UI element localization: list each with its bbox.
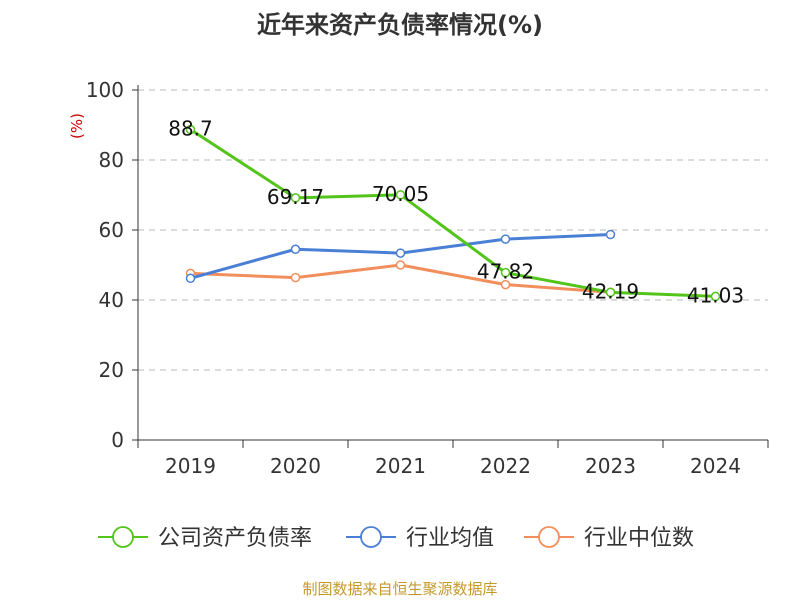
data-label: 42.19: [582, 279, 639, 303]
x-tick-label: 2023: [585, 454, 636, 478]
x-tick-label: 2024: [690, 454, 741, 478]
grid: [138, 89, 768, 371]
data-label: 70.05: [372, 182, 429, 206]
data-point: [500, 234, 511, 244]
x-tick-label: 2019: [165, 454, 216, 478]
data-point: [185, 124, 196, 135]
legend[interactable]: 公司资产负债率 行业均值 行业中位数: [98, 526, 694, 551]
x-tick-label: 2020: [270, 454, 321, 478]
data-point: [500, 267, 511, 278]
legend-marker-icon: [538, 526, 560, 548]
axes: 0 20 40 60 80 100 2019 2020 2021 2022 2023 2024: [86, 78, 769, 478]
legend-item[interactable]: 公司资产负债率: [98, 526, 312, 551]
data-labels: 88.7 69.17 70.05 47.82 42.19 41.03: [168, 117, 744, 308]
legend-label: 行业中位数: [584, 526, 694, 551]
legend-item[interactable]: 行业中位数: [524, 526, 694, 551]
legend-item[interactable]: 行业均值: [346, 526, 494, 551]
legend-label: 公司资产负债率: [158, 526, 312, 551]
x-tick-label: 2021: [375, 454, 426, 478]
y-tick-label: 20: [99, 358, 124, 382]
y-tick-label: 0: [111, 428, 124, 452]
legend-label: 行业均值: [406, 526, 494, 551]
series-group: [185, 124, 721, 302]
data-label: 41.03: [687, 283, 744, 307]
data-point: [710, 291, 721, 302]
data-point: [290, 244, 301, 254]
x-tick-label: 2022: [480, 454, 531, 478]
data-point: [185, 273, 196, 284]
data-point: [500, 279, 511, 290]
series-line: [189, 128, 716, 298]
data-label: 69.17: [267, 185, 324, 209]
y-tick-label: 100: [86, 78, 124, 102]
data-point: [395, 260, 406, 270]
data-point: [395, 248, 406, 258]
data-point: [605, 287, 616, 298]
y-tick-label: 80: [99, 148, 124, 172]
y-tick-label: 40: [99, 288, 124, 312]
data-label: 47.82: [477, 260, 534, 284]
data-point: [290, 193, 301, 203]
data-point: [290, 272, 301, 283]
data-point: [395, 190, 406, 200]
chart-title: 近年来资产负债率情况(%): [257, 11, 543, 39]
source-note: 制图数据来自恒生聚源数据库: [302, 580, 497, 598]
legend-marker-icon: [112, 526, 134, 548]
data-label: 88.7: [168, 117, 213, 141]
y-axis-label: (%): [68, 113, 86, 139]
y-tick-label: 60: [99, 218, 124, 242]
legend-marker-icon: [360, 526, 382, 548]
data-point: [605, 229, 616, 240]
